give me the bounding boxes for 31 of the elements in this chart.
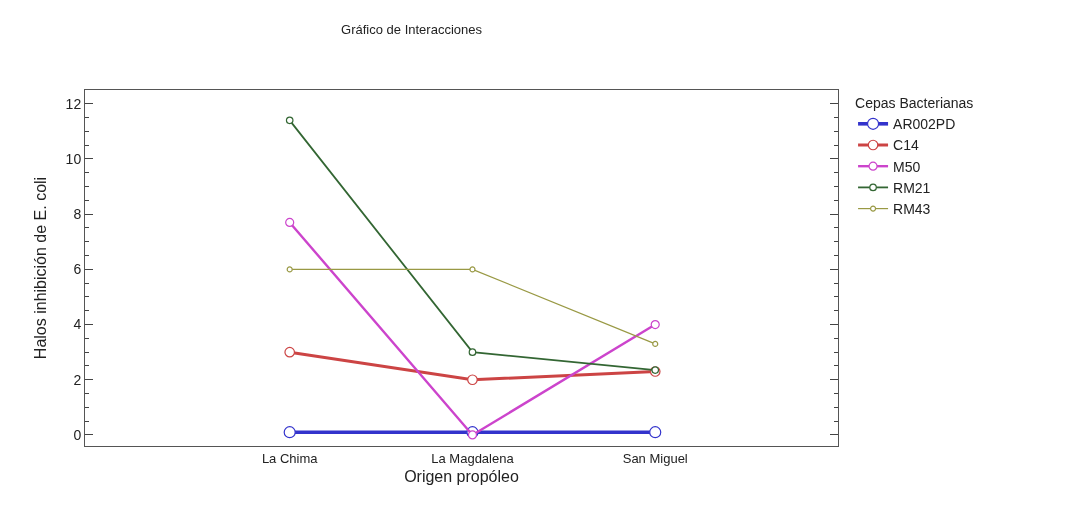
point bbox=[652, 340, 659, 347]
y-tick-label: 0 bbox=[73, 426, 82, 443]
point bbox=[469, 266, 476, 273]
chart-title: Gráfico de Interacciones bbox=[341, 22, 483, 38]
x-axis-title: Origen propóleo bbox=[404, 468, 519, 486]
point bbox=[284, 346, 296, 358]
x-tick-label: La Magdalena bbox=[431, 450, 515, 466]
point bbox=[285, 217, 295, 228]
y-tick-label: 10 bbox=[65, 150, 82, 167]
x-tick-label: San Miguel bbox=[622, 450, 688, 466]
y-tick-label: 12 bbox=[65, 95, 82, 112]
point bbox=[286, 266, 293, 273]
point bbox=[285, 116, 294, 125]
x-tick-label: La Chima bbox=[261, 450, 319, 466]
point bbox=[467, 430, 478, 440]
legend-label: M50 bbox=[893, 158, 921, 175]
legend-label: C14 bbox=[893, 137, 919, 154]
y-axis-title: Halos inhibición de E. coli bbox=[31, 176, 49, 360]
point bbox=[283, 426, 296, 439]
y-tick-label: 8 bbox=[73, 206, 82, 223]
legend-title: Cepas Bacterianas bbox=[855, 95, 974, 112]
y-tick-label: 4 bbox=[73, 316, 82, 333]
legend-label: RM21 bbox=[893, 179, 931, 196]
point bbox=[649, 426, 662, 439]
point bbox=[468, 348, 477, 357]
legend-label: RM43 bbox=[893, 201, 931, 218]
y-tick-label: 6 bbox=[73, 261, 82, 278]
point bbox=[650, 319, 660, 330]
point bbox=[467, 374, 478, 386]
legend-label: AR002PD bbox=[893, 116, 956, 133]
y-tick-label: 2 bbox=[73, 371, 82, 388]
